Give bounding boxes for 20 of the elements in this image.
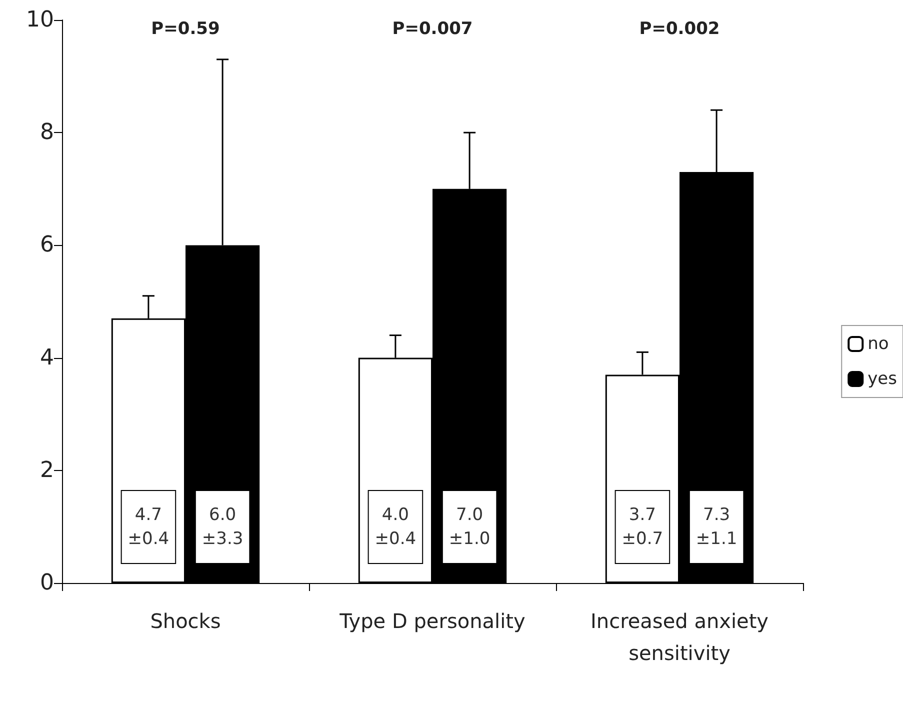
y-tick-label: 2 xyxy=(40,458,54,483)
x-tick-label: Increased anxiety sensitivity xyxy=(590,609,769,665)
y-tick-label: 6 xyxy=(40,232,54,258)
y-tick-label: 4 xyxy=(40,345,54,370)
annotation: P=0.002 xyxy=(639,19,720,39)
legend-label: yes xyxy=(868,369,898,389)
data-label: 4.7 ±0.4 xyxy=(128,505,170,549)
data-label: 6.0 ±3.3 xyxy=(202,505,244,549)
annotation: P=0.59 xyxy=(151,19,220,39)
data-label: 3.7 ±0.7 xyxy=(622,505,664,549)
x-tick-label: Type D personality xyxy=(338,609,526,633)
annotation: P=0.007 xyxy=(392,19,473,39)
data-label: 4.0 ±0.4 xyxy=(374,505,416,549)
x-tick-label: Shocks xyxy=(150,609,221,633)
data-label: 7.0 ±1.0 xyxy=(448,505,490,549)
y-tick-label: 10 xyxy=(26,8,54,32)
legend-label: no xyxy=(868,334,889,354)
y-tick-label: 0 xyxy=(40,570,54,596)
y-tick-label: 8 xyxy=(40,120,54,146)
data-label: 7.3 ±1.1 xyxy=(696,505,738,549)
